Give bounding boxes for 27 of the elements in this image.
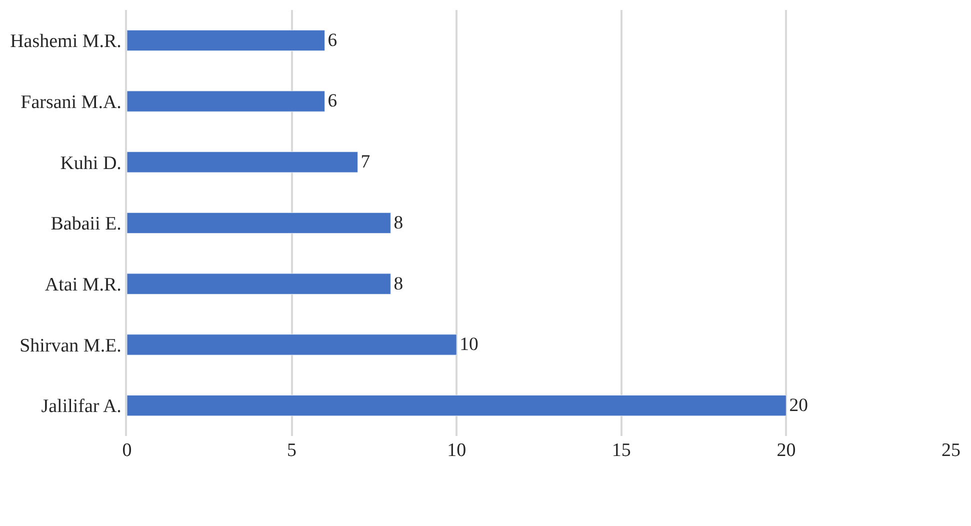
y-tick-label: Farsani M.A. — [20, 92, 122, 113]
bar — [127, 30, 326, 52]
bar — [127, 212, 391, 234]
x-tick-label: 20 — [776, 440, 796, 461]
data-label: 8 — [394, 273, 404, 294]
x-tick-label: 15 — [612, 440, 631, 461]
y-tick-label: Shirvan M.E. — [20, 335, 122, 356]
data-label: 20 — [789, 394, 808, 416]
data-label: 8 — [394, 212, 404, 234]
x-tick-label: 0 — [122, 440, 132, 461]
data-label: 6 — [328, 30, 338, 51]
bar — [127, 152, 358, 173]
y-tick-label: Kuhi D. — [60, 152, 122, 174]
data-label: 6 — [328, 90, 338, 112]
bar — [127, 394, 786, 416]
x-tick-label: 25 — [942, 440, 960, 461]
bar — [127, 334, 457, 356]
x-tick-label: 10 — [447, 440, 466, 461]
y-tick-label: Atai M.R. — [44, 274, 122, 296]
bar — [127, 90, 326, 112]
x-tick-label: 5 — [287, 440, 297, 461]
y-tick-label: Babaii E. — [50, 214, 122, 235]
y-tick-label: Jalilifar A. — [41, 396, 122, 418]
y-tick-label: Hashemi M.R. — [10, 31, 122, 52]
data-label: 10 — [460, 334, 478, 356]
bar — [127, 273, 391, 294]
data-label: 7 — [360, 152, 370, 173]
